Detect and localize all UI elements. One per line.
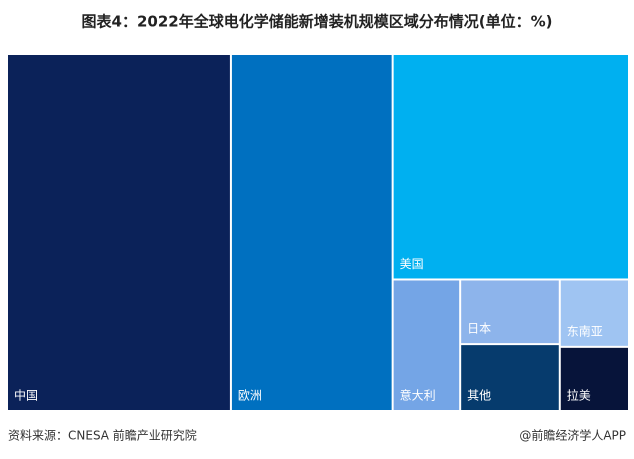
cell	[8, 55, 230, 410]
cell	[393, 280, 460, 410]
cell-label: 东南亚	[567, 323, 603, 338]
cell-label: 意大利	[400, 388, 436, 403]
cell-label: 日本	[467, 322, 491, 336]
cell	[560, 347, 628, 410]
cell-label: 欧洲	[238, 389, 262, 403]
cell	[461, 345, 559, 410]
cell-label: 美国	[400, 257, 424, 271]
chart-title: 图表4：2022年全球电化学储能新增装机规模区域分布情况(单位：%)	[82, 13, 553, 31]
cell-label: 拉美	[567, 388, 591, 403]
credit: @前瞻经济学人APP	[519, 428, 626, 443]
cell-label: 中国	[14, 388, 38, 403]
cell	[560, 280, 628, 346]
cell	[393, 55, 628, 279]
cell	[461, 280, 559, 344]
source: 资料来源：CNESA 前瞻产业研究院	[8, 428, 197, 443]
cell	[231, 55, 392, 410]
cell-label: 其他	[467, 389, 491, 403]
